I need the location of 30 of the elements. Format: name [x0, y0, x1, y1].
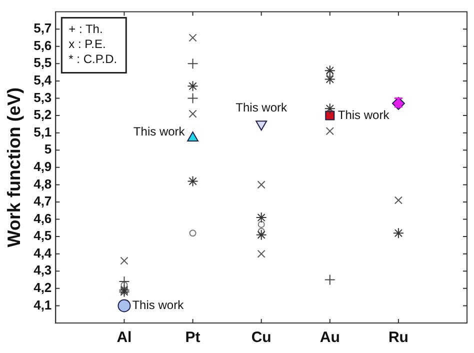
y-tick-label: 4,7 [34, 194, 52, 209]
y-tick-label: 4,9 [34, 158, 52, 174]
y-tick-label: 5,6 [34, 38, 52, 53]
y-axis-title: Work function (eV) [4, 88, 24, 248]
x-tick-label: Pt [185, 329, 200, 346]
x-tick-label: Cu [251, 329, 272, 346]
x-tick-label: Au [320, 329, 340, 346]
y-tick-label: 5,3 [34, 90, 52, 105]
y-tick-label: 4,1 [34, 297, 52, 312]
annotation: This work [132, 298, 185, 312]
annotation: This work [338, 108, 390, 122]
y-tick-label: 4,3 [34, 262, 52, 278]
y-tick-label: 4,8 [34, 176, 52, 192]
x-tick-label: Al [116, 329, 132, 346]
y-tick-label: 5,2 [34, 107, 52, 122]
y-tick-label: 4,2 [34, 280, 52, 295]
y-tick-label: 5,4 [34, 72, 52, 88]
y-tick-label: 5 [44, 142, 52, 157]
annotation: * : C.P.D. [68, 52, 118, 66]
y-tick-label: 4,4 [34, 245, 52, 260]
y-tick-label: 4,5 [34, 228, 52, 244]
y-tick-label: 5,7 [34, 20, 52, 36]
y-tick-label: 5,1 [34, 124, 52, 140]
y-tick-label: 5,5 [34, 55, 52, 70]
annotation: x : P.E. [68, 37, 106, 52]
x-tick-label: Ru [388, 329, 408, 346]
annotation: + : Th. [68, 22, 103, 36]
annotation: This work [236, 100, 288, 114]
annotation: This work [133, 124, 186, 138]
y-tick-label: 4,6 [34, 210, 52, 226]
